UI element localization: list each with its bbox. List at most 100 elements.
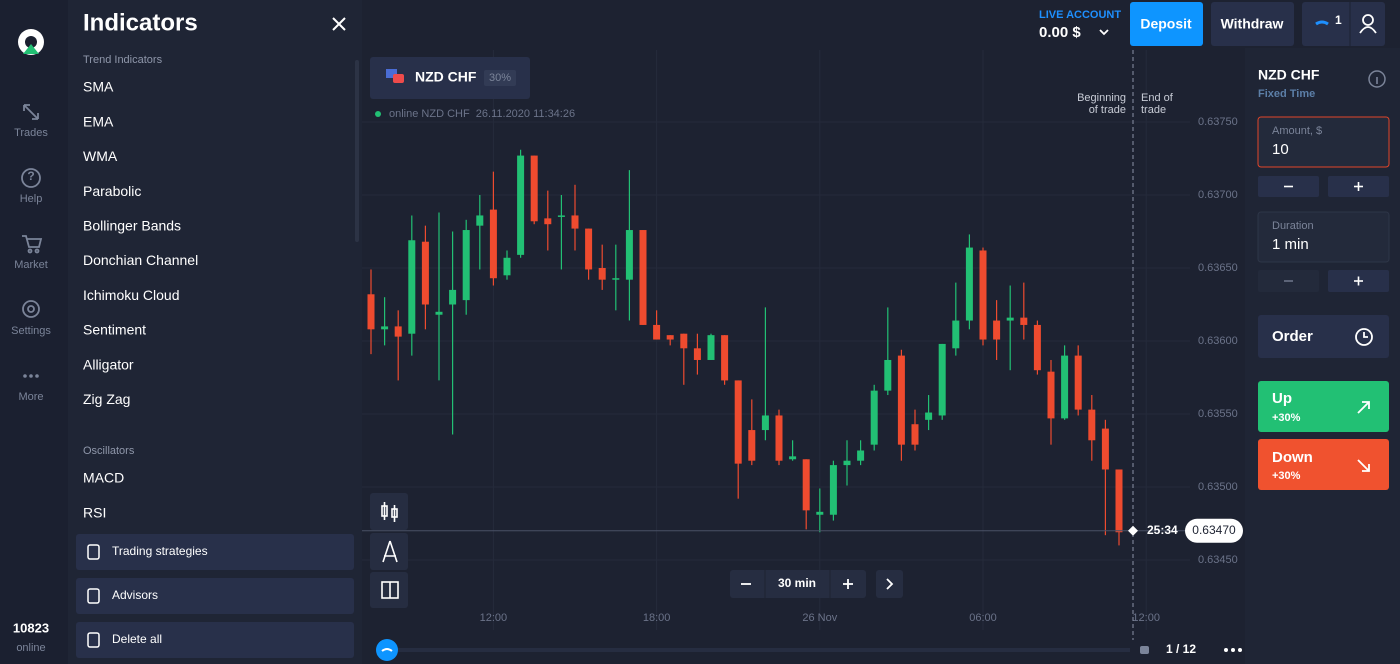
amount-value[interactable]: 10	[1272, 141, 1289, 158]
indicator-item[interactable]: Alligator	[83, 356, 134, 372]
indicator-item[interactable]: WMA	[83, 148, 118, 164]
balance[interactable]: 0.00 $	[1039, 24, 1081, 41]
withdraw-button[interactable]	[1211, 2, 1294, 46]
marker-begin: Beginning	[1077, 92, 1126, 104]
candle-body	[829, 465, 837, 515]
asset-name[interactable]: NZD CHF	[415, 69, 477, 85]
tool-button[interactable]	[370, 493, 408, 530]
timeframe[interactable]: 30 min	[778, 576, 816, 590]
duration-value[interactable]: 1 min	[1272, 236, 1309, 253]
nav-item[interactable]: More	[18, 391, 43, 403]
candle-body	[816, 511, 824, 515]
indicator-item[interactable]: Parabolic	[83, 183, 141, 199]
order-label[interactable]: Order	[1272, 328, 1313, 345]
indicator-item[interactable]: Sentiment	[83, 322, 146, 338]
y-tick-label: 0.63600	[1198, 335, 1238, 347]
marker-end: trade	[1141, 104, 1166, 116]
candle-body	[1033, 324, 1041, 371]
price-label: 0.63470	[1192, 523, 1236, 537]
indicator-item[interactable]: Donchian Channel	[83, 252, 198, 268]
control-icons[interactable]	[741, 578, 894, 590]
indicator-item[interactable]: EMA	[83, 113, 114, 129]
x-tick-label: 06:00	[969, 612, 997, 624]
logo	[18, 29, 44, 55]
up-button[interactable]	[1258, 381, 1389, 432]
group-heading: Oscillators	[83, 445, 135, 457]
panel-button-label[interactable]: Trading strategies	[112, 544, 208, 558]
candle-body	[585, 228, 593, 270]
help-icon-mark: ?	[27, 169, 34, 183]
candle-body	[734, 380, 742, 464]
panel-button-icon	[87, 632, 100, 648]
tools[interactable]	[370, 493, 408, 608]
withdraw-label[interactable]: Withdraw	[1221, 16, 1284, 32]
nav-icons	[21, 104, 43, 318]
nav-item[interactable]: Help	[20, 193, 43, 205]
user-icon[interactable]	[1359, 14, 1377, 34]
candle-body	[884, 359, 892, 391]
info-icon[interactable]	[1368, 70, 1386, 88]
indicator-item[interactable]: Bollinger Bands	[83, 218, 181, 234]
y-tick-label: 0.63450	[1198, 554, 1238, 566]
panel-button[interactable]	[76, 534, 354, 570]
candle-body	[1006, 317, 1014, 321]
asset-button[interactable]	[370, 57, 530, 99]
panel-button-label[interactable]: Delete all	[112, 632, 162, 646]
next-button[interactable]	[876, 570, 903, 598]
candle-body	[625, 230, 633, 280]
stepper[interactable]	[1258, 176, 1389, 292]
candle-body	[435, 311, 443, 315]
deposit-button[interactable]	[1130, 2, 1203, 46]
panel-button-label[interactable]: Advisors	[112, 588, 158, 602]
more-button[interactable]	[1224, 648, 1242, 652]
candle-body	[843, 460, 851, 466]
candle-body	[612, 278, 620, 280]
timeline-handle-icon	[381, 648, 393, 652]
payout-badge	[484, 70, 516, 86]
indicator-item[interactable]: RSI	[83, 504, 106, 520]
trade-asset: NZD CHF	[1258, 67, 1320, 83]
price-pill	[1185, 518, 1243, 543]
badge-count: 1	[1335, 13, 1342, 27]
profile-button[interactable]	[1302, 2, 1385, 46]
online-count: 10823	[13, 620, 49, 635]
nav-item[interactable]: Settings	[11, 325, 51, 337]
indicator-item[interactable]: Ichimoku Cloud	[83, 287, 180, 303]
close-button[interactable]	[332, 17, 346, 31]
candle-body	[544, 218, 552, 225]
account-label: LIVE ACCOUNT	[1039, 9, 1121, 21]
candle-body	[925, 412, 933, 420]
balance-chevron[interactable]	[1099, 29, 1109, 36]
nav-item[interactable]: Market	[14, 259, 48, 271]
x-tick-label: 26 Nov	[802, 612, 837, 624]
candle-body	[489, 209, 497, 279]
tool-button[interactable]	[370, 572, 408, 608]
duration-input[interactable]	[1257, 211, 1390, 263]
down-button[interactable]	[1258, 439, 1389, 490]
marker-begin: of trade	[1089, 104, 1126, 116]
amount-input[interactable]	[1257, 116, 1390, 168]
indicator-item[interactable]: Zig Zag	[83, 391, 130, 407]
stack-icon	[1140, 646, 1149, 654]
indicator-item[interactable]: MACD	[83, 470, 124, 486]
timeframe-control[interactable]	[730, 570, 866, 598]
x-tick-label: 12:00	[1132, 612, 1160, 624]
tool-button[interactable]	[370, 533, 408, 570]
nav-item[interactable]: Trades	[14, 127, 48, 139]
candle-body	[571, 215, 579, 229]
panel-button[interactable]	[76, 578, 354, 614]
pagination[interactable]: 1 / 12	[1166, 642, 1196, 656]
deposit-label[interactable]: Deposit	[1140, 16, 1192, 32]
up-label[interactable]: Up	[1272, 390, 1292, 407]
down-label[interactable]: Down	[1272, 449, 1313, 466]
candle-body	[1020, 317, 1028, 325]
duration-label: Duration	[1272, 220, 1314, 232]
candle-body	[1047, 371, 1055, 419]
scrollbar	[355, 60, 359, 242]
candle-body	[707, 335, 715, 360]
panel-button[interactable]	[76, 622, 354, 658]
order-button[interactable]	[1258, 315, 1389, 358]
candle-body	[870, 390, 878, 445]
indicator-item[interactable]: SMA	[83, 79, 114, 95]
